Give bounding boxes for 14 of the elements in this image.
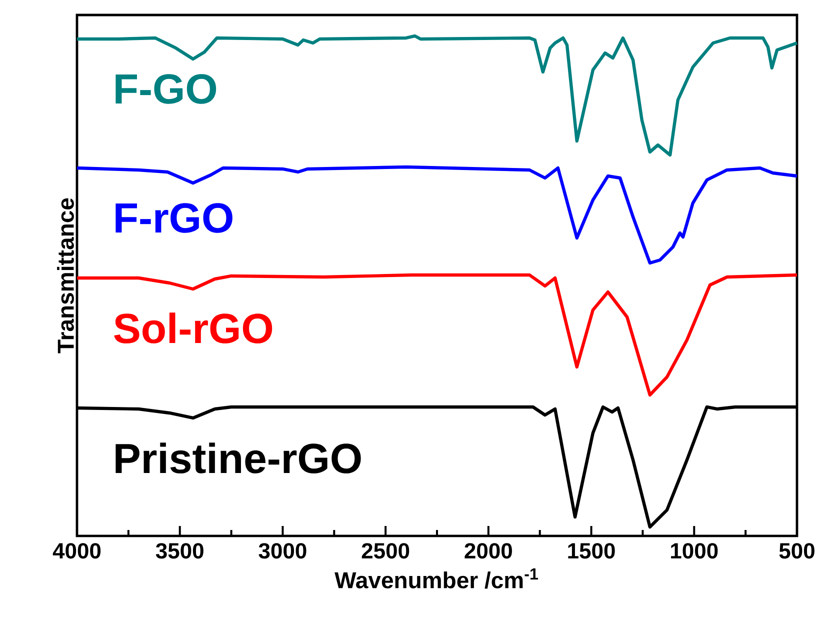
- x-tick-label: 2000: [464, 543, 512, 559]
- x-axis-title: Wavenumber /cm$^{-1}$: [334, 568, 538, 589]
- series-label: Pristine-rGO: [116, 442, 361, 474]
- x-tick-label: 1500: [568, 543, 615, 559]
- series-label: Sol-rGO: [114, 312, 272, 344]
- x-tick-label: 2500: [362, 543, 410, 559]
- x-tick-label: 3000: [258, 543, 306, 559]
- x-tick-label: 1000: [671, 543, 718, 559]
- x-tick-label: 3500: [156, 543, 204, 559]
- y-axis-title: Transmittance: [57, 198, 74, 354]
- series-label: F-rGO: [116, 203, 232, 233]
- series-label: F-GO: [116, 74, 216, 104]
- x-tick-label: 500: [779, 543, 814, 559]
- x-tick-label: 4000: [52, 543, 101, 559]
